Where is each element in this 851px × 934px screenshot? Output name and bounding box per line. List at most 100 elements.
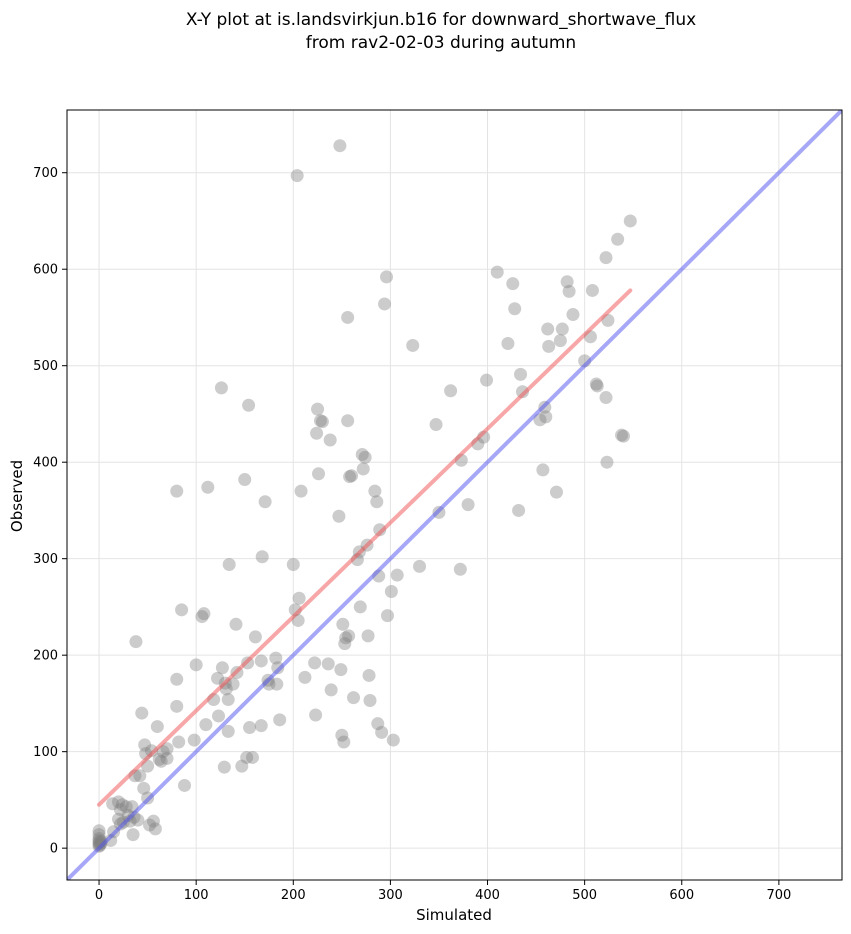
data-point (323, 433, 337, 447)
data-point (406, 338, 420, 352)
data-point (309, 708, 323, 722)
data-point (541, 322, 555, 336)
data-point (345, 469, 359, 483)
regression-line (97, 288, 633, 807)
data-point (373, 523, 387, 537)
data-point (271, 661, 285, 675)
data-point (113, 803, 127, 817)
data-point (214, 381, 228, 395)
data-point (212, 709, 226, 723)
data-point (536, 463, 550, 477)
data-point (254, 654, 268, 668)
data-point (362, 668, 376, 682)
data-point (248, 630, 262, 644)
identity-line (67, 110, 842, 880)
data-point (615, 428, 629, 442)
data-point (243, 721, 257, 735)
chart-title: X-Y plot at is.landsvirkjun.b16 for down… (186, 10, 696, 30)
data-point (221, 724, 235, 738)
data-point (113, 817, 127, 831)
data-point (229, 617, 243, 631)
y-tick-label: 500 (33, 359, 58, 374)
data-point (258, 495, 272, 509)
data-point (178, 778, 192, 792)
data-point (461, 498, 475, 512)
data-point (386, 733, 400, 747)
data-point (111, 812, 125, 826)
data-point (133, 769, 147, 783)
data-point (170, 484, 184, 498)
data-point (444, 384, 458, 398)
y-tick-label: 200 (33, 649, 58, 664)
data-point (298, 670, 312, 684)
data-point (201, 480, 215, 494)
data-point (312, 467, 326, 481)
x-tick-label: 700 (766, 888, 791, 903)
data-point (215, 661, 229, 675)
data-point (555, 322, 569, 336)
data-point (255, 550, 269, 564)
data-point (341, 414, 355, 428)
data-point (245, 750, 259, 764)
data-point (119, 800, 133, 814)
x-tick-label: 100 (184, 888, 209, 903)
data-point (172, 735, 186, 749)
data-point (292, 591, 306, 605)
data-point (623, 214, 637, 228)
data-point (106, 797, 120, 811)
data-point (332, 509, 346, 523)
y-tick-label: 400 (33, 456, 58, 471)
data-point (611, 232, 625, 246)
y-tick-label: 100 (33, 745, 58, 760)
x-tick-label: 600 (669, 888, 694, 903)
data-point (154, 754, 168, 768)
data-point (343, 470, 357, 484)
data-point (539, 410, 553, 424)
y-tick-label: 0 (50, 842, 58, 857)
data-point (553, 334, 567, 348)
data-point (150, 720, 164, 734)
data-point (270, 677, 284, 691)
data-point (549, 485, 563, 499)
data-point (115, 798, 129, 812)
data-point (92, 828, 106, 842)
data-point (187, 733, 201, 747)
data-point (333, 139, 347, 153)
data-point (195, 610, 209, 624)
data-point (313, 414, 327, 428)
data-point (506, 277, 520, 291)
data-point (429, 418, 443, 432)
data-point (217, 760, 231, 774)
data-point (135, 706, 149, 720)
data-point (585, 283, 599, 297)
data-point (589, 377, 603, 391)
data-point (222, 557, 236, 571)
data-point (371, 717, 385, 731)
data-point (126, 828, 140, 842)
data-point (137, 781, 151, 795)
data-point (600, 455, 614, 469)
data-point (197, 607, 211, 621)
plot-frame (66, 109, 843, 881)
data-point (240, 750, 254, 764)
data-point (599, 391, 613, 405)
data-point (170, 699, 184, 713)
reference-lines (67, 110, 842, 880)
data-point (242, 398, 256, 412)
x-tick-label: 300 (378, 888, 403, 903)
data-point (321, 657, 335, 671)
data-point (542, 339, 556, 353)
data-point (378, 297, 392, 311)
data-point (238, 473, 252, 487)
data-point (355, 447, 369, 461)
data-point (160, 742, 174, 756)
data-point (315, 415, 329, 429)
data-point (175, 603, 189, 617)
x-tick-label: 500 (572, 888, 597, 903)
scatter-points (92, 139, 637, 853)
data-point (413, 559, 427, 573)
data-point (590, 379, 604, 393)
data-point (338, 637, 352, 651)
data-point (480, 373, 494, 387)
data-point (533, 413, 547, 427)
